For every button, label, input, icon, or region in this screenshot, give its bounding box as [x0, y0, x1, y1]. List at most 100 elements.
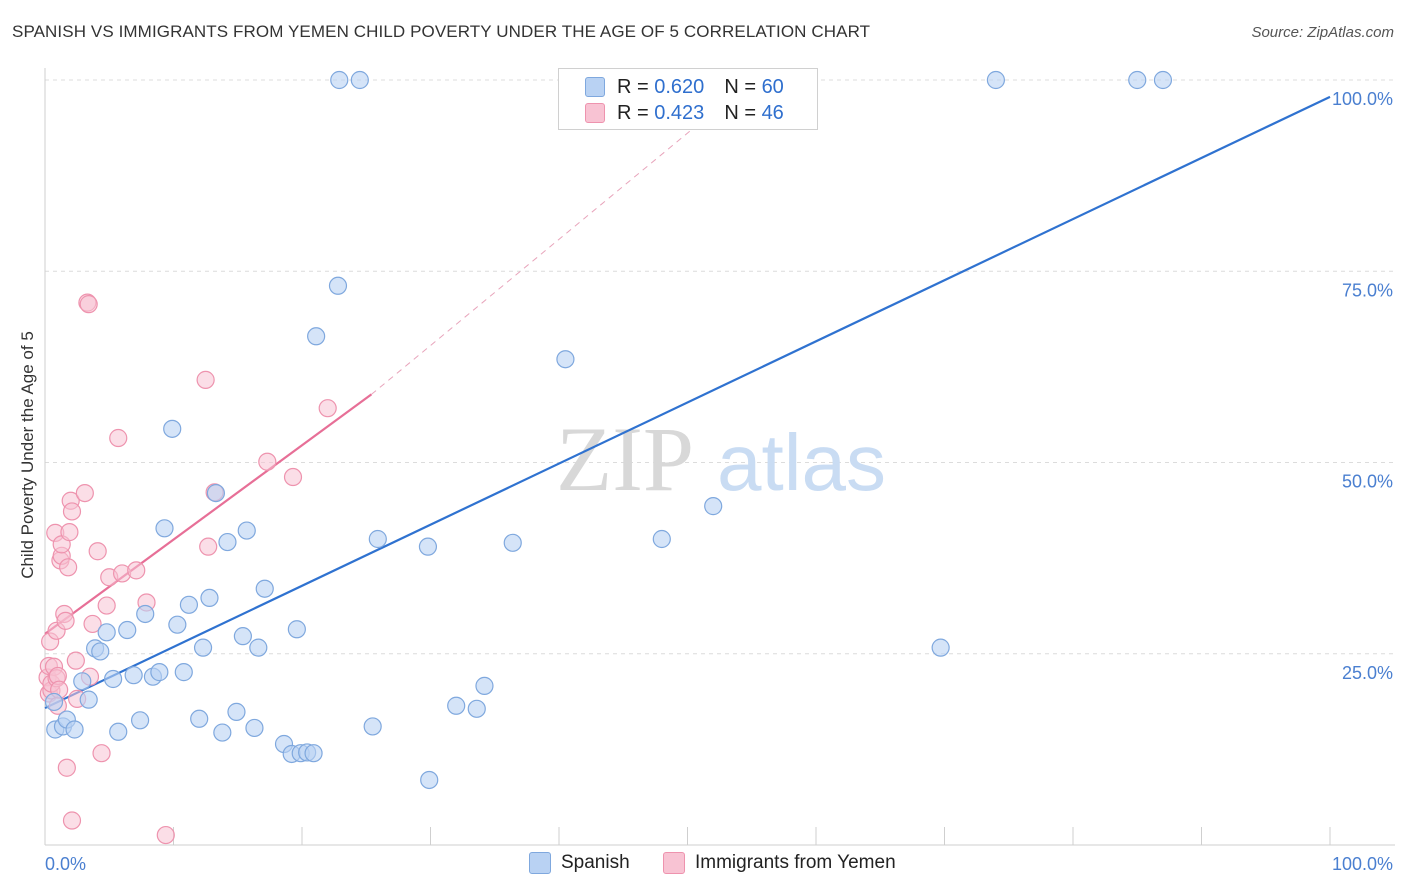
data-point-spanish — [218, 532, 237, 552]
data-point-spanish — [363, 717, 382, 736]
data-point-spanish — [227, 702, 246, 721]
data-point-spanish — [503, 533, 522, 552]
data-point-spanish — [193, 638, 213, 657]
legend-r-value-yemen: 0.423 — [654, 101, 705, 124]
legend-n-label: N = — [724, 101, 756, 124]
watermark: ZIP atlas — [556, 408, 886, 510]
data-point-spanish — [475, 676, 494, 695]
data-point-spanish — [65, 720, 84, 739]
data-point-yemen — [59, 558, 78, 577]
data-point-spanish — [79, 690, 98, 709]
data-point-spanish — [174, 663, 193, 682]
data-point-spanish — [104, 669, 123, 689]
data-point-spanish — [447, 696, 466, 715]
data-point-spanish — [307, 327, 326, 346]
data-point-spanish — [368, 529, 387, 549]
data-point-spanish — [1128, 70, 1147, 90]
data-point-spanish — [150, 663, 169, 682]
data-point-spanish — [986, 70, 1006, 90]
data-point-spanish — [418, 537, 438, 556]
data-point-spanish — [179, 595, 199, 614]
bottom-legend-yemen: Immigrants from Yemen — [663, 852, 896, 874]
data-point-spanish — [124, 666, 143, 685]
watermark-zip: ZIP — [556, 408, 694, 510]
correlation-legend: R = 0.620 N = 60 R = 0.423 N = 46 — [558, 68, 818, 130]
data-point-spanish — [420, 770, 439, 790]
tick-label-layer: 25.0% 50.0% 75.0% 100.0% 0.0% 100.0% — [45, 89, 1393, 874]
data-point-spanish — [556, 350, 575, 369]
data-point-yemen — [127, 561, 146, 580]
data-point-spanish — [206, 484, 226, 503]
legend-r-label: R = — [617, 75, 649, 98]
legend-n-value-yemen: 46 — [761, 101, 784, 124]
data-point-spanish — [287, 620, 306, 639]
data-point-spanish — [118, 620, 137, 640]
data-point-yemen — [56, 611, 75, 630]
data-point-spanish — [328, 276, 348, 295]
data-point-yemen — [57, 758, 76, 777]
data-point-spanish — [168, 615, 187, 634]
legend-r-label: R = — [617, 101, 649, 124]
bottom-legend-label-yemen: Immigrants from Yemen — [695, 852, 896, 873]
data-point-spanish — [330, 70, 349, 90]
y-tick-label: 25.0% — [1342, 663, 1393, 683]
data-point-spanish — [213, 723, 232, 742]
bottom-legend-swatch-pink — [663, 852, 685, 874]
data-point-yemen — [62, 811, 82, 830]
data-point-spanish — [467, 699, 486, 718]
data-point-spanish — [155, 519, 174, 538]
trend-layer — [44, 79, 1331, 710]
trend-line-yemen — [44, 393, 373, 635]
data-point-spanish — [44, 692, 64, 712]
data-point-spanish — [109, 722, 128, 741]
bottom-legend-spanish: Spanish — [529, 852, 630, 874]
data-point-yemen — [79, 295, 98, 314]
data-point-yemen — [196, 370, 215, 389]
data-point-yemen — [318, 399, 337, 418]
grid-layer — [45, 79, 1395, 655]
data-point-yemen — [60, 523, 79, 542]
legend-n-value-spanish: 60 — [761, 75, 784, 98]
trend-line-spanish — [44, 95, 1331, 710]
data-point-spanish — [233, 627, 252, 646]
data-point-spanish — [97, 623, 116, 642]
y-tick-label: 50.0% — [1342, 472, 1393, 492]
data-point-spanish — [73, 672, 92, 691]
bottom-legend-swatch-blue — [529, 852, 551, 874]
data-point-spanish — [130, 711, 150, 730]
data-point-yemen — [92, 744, 111, 763]
data-point-yemen — [75, 484, 94, 503]
points-spanish — [44, 70, 1173, 790]
data-point-yemen — [109, 428, 128, 448]
data-point-spanish — [704, 497, 723, 516]
axis-layer — [44, 68, 1395, 846]
data-point-yemen — [283, 467, 303, 487]
y-axis-label: Child Poverty Under the Age of 5 — [18, 331, 37, 579]
data-point-yemen — [66, 651, 85, 670]
data-point-spanish — [255, 579, 274, 598]
data-point-yemen — [62, 502, 82, 521]
x-tick-label-max: 100.0% — [1332, 854, 1393, 874]
data-point-yemen — [97, 596, 116, 615]
data-point-spanish — [91, 642, 110, 661]
data-point-yemen — [88, 542, 107, 561]
data-point-spanish — [200, 588, 219, 608]
legend-row-yemen: R = 0.423 N = 46 — [585, 101, 784, 125]
data-point-yemen — [156, 825, 175, 845]
legend-row-spanish: R = 0.620 N = 60 — [585, 75, 784, 99]
data-point-yemen — [83, 614, 102, 634]
legend-swatch-pink — [585, 103, 605, 123]
trend-line-yemen-extension — [371, 79, 753, 395]
source-label: Source: ZipAtlas.com — [1251, 24, 1394, 41]
data-point-spanish — [136, 604, 155, 624]
bottom-legend-label-spanish: Spanish — [561, 852, 630, 873]
legend-r-value-spanish: 0.620 — [654, 75, 705, 98]
data-point-spanish — [931, 638, 950, 657]
data-point-spanish — [304, 744, 323, 763]
legend-swatch-blue — [585, 77, 605, 97]
chart-title: SPANISH VS IMMIGRANTS FROM YEMEN CHILD P… — [12, 22, 871, 41]
data-point-spanish — [350, 70, 369, 90]
data-point-yemen — [258, 452, 277, 471]
data-point-spanish — [245, 718, 264, 738]
